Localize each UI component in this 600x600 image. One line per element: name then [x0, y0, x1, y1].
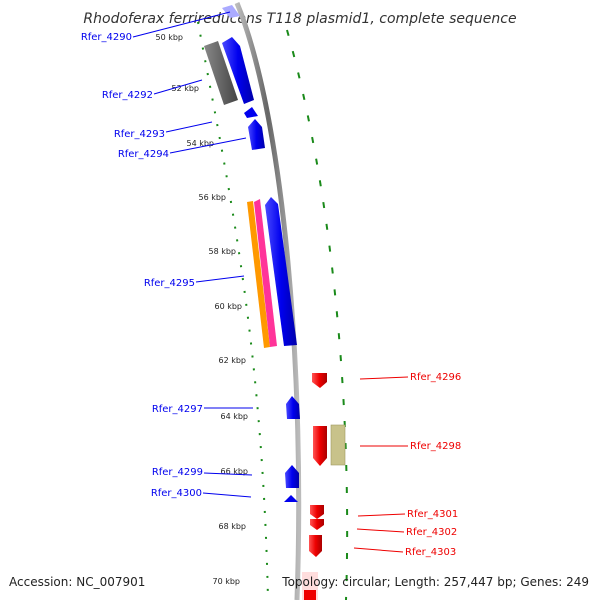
- gene-arrow: [313, 426, 327, 466]
- tick-label: 60 kbp: [214, 302, 242, 311]
- gray-feature: [204, 41, 238, 105]
- gene-arrow: [244, 107, 258, 118]
- gene-arrow: [310, 505, 324, 519]
- tick-labels: 50 kbp 52 kbp 54 kbp 56 kbp 58 kbp 60 kb…: [155, 33, 248, 586]
- gene-arrow: [265, 197, 297, 346]
- orange-feature: [247, 201, 270, 348]
- khaki-feature: [330, 424, 346, 466]
- tick-label: 58 kbp: [208, 247, 236, 256]
- gene-label: Rfer_4295: [144, 278, 195, 289]
- label-leader: [203, 472, 253, 476]
- gene-label: Rfer_4299: [152, 467, 203, 478]
- gene-arrow: [285, 465, 299, 488]
- label-leader: [195, 275, 245, 283]
- gene-label: Rfer_4300: [151, 488, 202, 499]
- tick-label: 50 kbp: [155, 33, 183, 42]
- tick-label: 54 kbp: [186, 139, 214, 148]
- gene-arrow: [286, 396, 300, 419]
- gene-label: Rfer_4294: [118, 149, 169, 160]
- tick-label: 70 kbp: [212, 577, 240, 586]
- gene-label: Rfer_4296: [410, 372, 461, 383]
- gene-label: Rfer_4302: [406, 527, 457, 538]
- tick-label: 68 kbp: [218, 522, 246, 531]
- minus-gene-labels: Rfer_4296 Rfer_4298 Rfer_4301 Rfer_4302 …: [353, 372, 461, 558]
- tick-label: 64 kbp: [220, 412, 248, 421]
- label-leader: [202, 492, 252, 498]
- label-leader: [153, 79, 203, 95]
- gene-label: Rfer_4290: [81, 32, 132, 43]
- minus-strand-features: [302, 373, 346, 600]
- gene-label: Rfer_4293: [114, 129, 165, 140]
- gene-arrow: [248, 119, 265, 150]
- gene-arrow: [222, 37, 254, 104]
- gene-arrow: [304, 590, 316, 600]
- label-leader: [353, 547, 404, 553]
- label-leader: [357, 513, 406, 517]
- gene-label: Rfer_4303: [405, 547, 456, 558]
- gene-arrow: [309, 535, 322, 557]
- label-leader: [165, 121, 213, 133]
- tick-label: 56 kbp: [198, 193, 226, 202]
- tick-label: 62 kbp: [218, 356, 246, 365]
- gene-label: Rfer_4301: [407, 509, 458, 520]
- label-leader: [132, 11, 231, 38]
- summary-label: Topology: circular; Length: 257,447 bp; …: [281, 575, 589, 589]
- gene-arrow: [312, 373, 327, 388]
- inner-tick-ring: [197, 21, 269, 600]
- label-leader: [169, 137, 247, 154]
- gene-label: Rfer_4298: [410, 441, 461, 452]
- map-title: Rhodoferax ferrireducens T118 plasmid1, …: [83, 11, 516, 27]
- tick-label: 52 kbp: [171, 84, 199, 93]
- backbone: [234, 2, 302, 600]
- label-leader: [359, 376, 409, 380]
- label-leader: [356, 528, 405, 533]
- magenta-feature: [254, 199, 277, 347]
- plus-gene-labels: Rfer_4290 Rfer_4292 Rfer_4293 Rfer_4294 …: [81, 11, 253, 499]
- gene-arrow: [284, 495, 298, 502]
- plus-strand-features: [204, 5, 300, 502]
- gene-arrow: [310, 519, 324, 530]
- accession-label: Accession: NC_007901: [9, 575, 145, 589]
- gene-arrow: [222, 5, 240, 18]
- gene-label: Rfer_4297: [152, 404, 203, 415]
- tick-label: 66 kbp: [220, 467, 248, 476]
- gene-label: Rfer_4292: [102, 90, 153, 101]
